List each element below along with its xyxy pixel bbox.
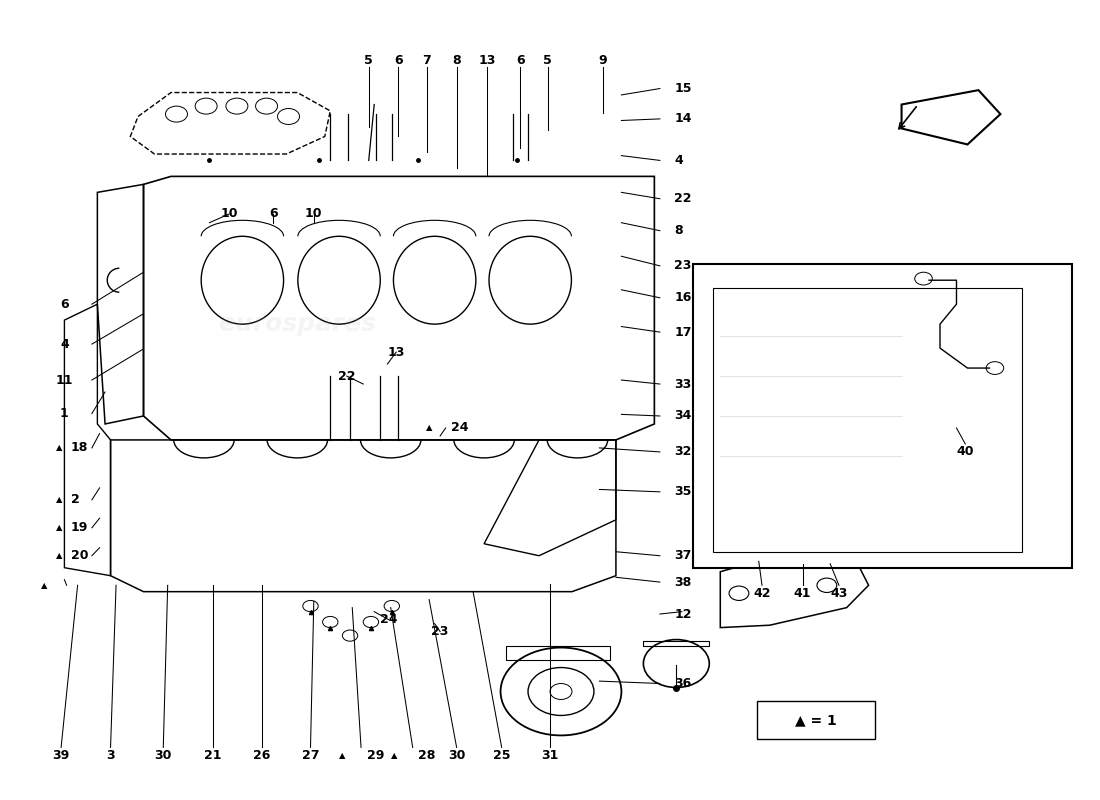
Text: 33: 33	[674, 378, 692, 390]
Text: 7: 7	[422, 54, 431, 67]
Text: 29: 29	[366, 749, 384, 762]
Text: 25: 25	[493, 749, 510, 762]
Text: ▲: ▲	[42, 581, 48, 590]
Text: 6: 6	[516, 54, 525, 67]
Text: 34: 34	[674, 410, 692, 422]
Text: ▲: ▲	[426, 423, 432, 433]
Text: 1: 1	[60, 407, 69, 420]
Text: 30: 30	[448, 749, 465, 762]
Text: ▲: ▲	[56, 523, 63, 532]
Text: 6: 6	[268, 207, 277, 221]
Text: 21: 21	[204, 749, 221, 762]
Text: 42: 42	[754, 586, 771, 600]
Text: 10: 10	[220, 207, 238, 221]
Text: 20: 20	[72, 550, 88, 562]
FancyBboxPatch shape	[693, 264, 1071, 568]
Text: ▲: ▲	[390, 751, 397, 760]
Text: 23: 23	[431, 625, 449, 638]
Text: 12: 12	[674, 607, 692, 621]
Text: 11: 11	[56, 374, 74, 386]
Text: 40: 40	[957, 446, 974, 458]
Text: 16: 16	[674, 291, 692, 304]
Text: 5: 5	[364, 54, 373, 67]
Text: 31: 31	[541, 749, 559, 762]
Text: 24: 24	[379, 613, 397, 626]
Text: 30: 30	[155, 749, 172, 762]
Text: 39: 39	[53, 749, 69, 762]
Text: 41: 41	[794, 586, 812, 600]
Text: 9: 9	[598, 54, 607, 67]
Text: 2: 2	[72, 494, 80, 506]
Text: 8: 8	[674, 224, 683, 237]
Text: 6: 6	[394, 54, 403, 67]
Text: eurospares: eurospares	[691, 456, 849, 480]
Text: 22: 22	[674, 192, 692, 206]
Text: ▲: ▲	[56, 495, 63, 504]
Text: ▲ = 1: ▲ = 1	[795, 714, 837, 727]
Text: ▲: ▲	[56, 551, 63, 560]
Text: 14: 14	[674, 112, 692, 126]
Text: 15: 15	[674, 82, 692, 95]
Text: 38: 38	[674, 575, 692, 589]
Text: 35: 35	[674, 486, 692, 498]
Bar	[757, 701, 876, 739]
Text: 36: 36	[674, 677, 692, 690]
Text: 5: 5	[543, 54, 552, 67]
Text: 17: 17	[674, 326, 692, 338]
Text: 24: 24	[451, 422, 469, 434]
Text: 19: 19	[72, 522, 88, 534]
Text: 6: 6	[60, 298, 68, 310]
Text: 18: 18	[72, 442, 88, 454]
Text: 13: 13	[387, 346, 405, 358]
Text: 26: 26	[253, 749, 271, 762]
Text: ▲: ▲	[56, 443, 63, 453]
Text: 4: 4	[60, 338, 69, 350]
Text: 28: 28	[418, 749, 436, 762]
Text: ▲: ▲	[339, 751, 345, 760]
Text: eurospares: eurospares	[218, 312, 376, 336]
Text: 32: 32	[674, 446, 692, 458]
Text: 37: 37	[674, 550, 692, 562]
Text: 23: 23	[674, 259, 692, 272]
Text: 43: 43	[830, 586, 848, 600]
Text: 4: 4	[674, 154, 683, 167]
Text: 3: 3	[107, 749, 114, 762]
Text: 27: 27	[301, 749, 319, 762]
Text: 10: 10	[305, 207, 322, 221]
Text: 8: 8	[452, 54, 461, 67]
Text: 22: 22	[338, 370, 355, 382]
Text: 13: 13	[478, 54, 496, 67]
